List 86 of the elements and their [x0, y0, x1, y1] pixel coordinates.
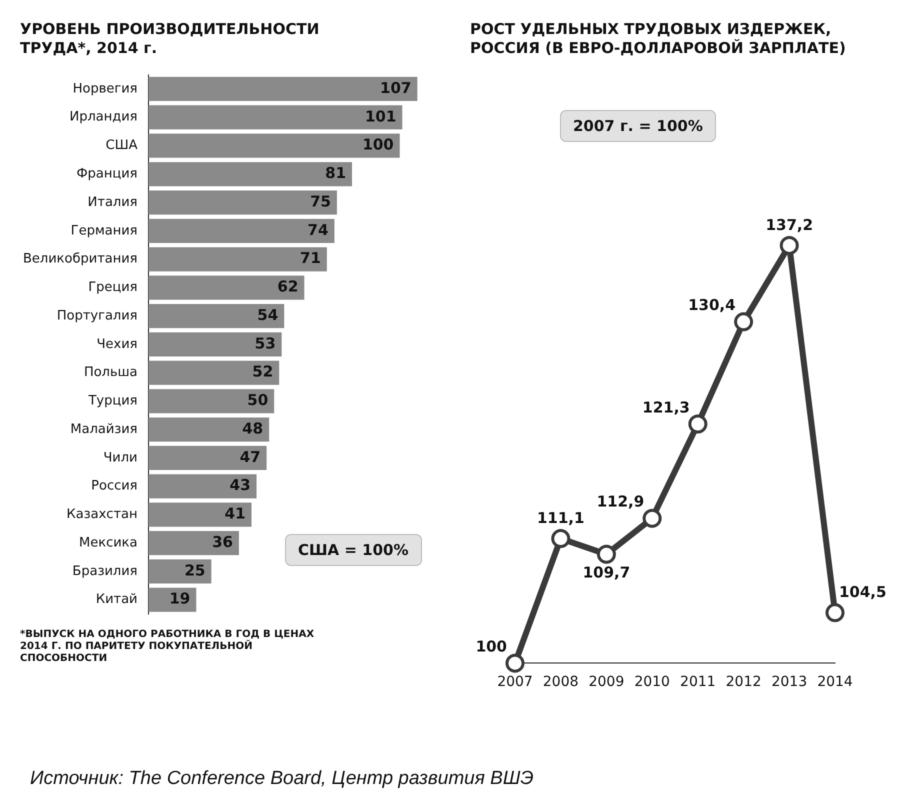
y-tick-label: Бразилия: [72, 564, 138, 579]
data-label: 41: [224, 504, 246, 523]
y-tick-label: Казахстан: [66, 507, 138, 522]
x-tick-label: 2010: [634, 674, 670, 690]
data-label: 130,4: [688, 296, 736, 314]
x-tick-label: 2007: [497, 674, 533, 690]
data-label: 109,7: [582, 564, 630, 582]
data-label: 62: [277, 278, 298, 296]
y-tick-label: Польша: [84, 365, 138, 380]
y-tick-label: Германия: [70, 223, 138, 238]
text: Источник: The Conference Board, Центр развития ВШЭ: [30, 768, 534, 790]
point: [596, 544, 616, 564]
data-label: 54: [257, 306, 278, 324]
y-tick-label: США: [106, 138, 138, 154]
bar: [148, 502, 252, 527]
bar: [148, 530, 239, 556]
y-tick-label: Италия: [88, 194, 138, 210]
y-tick-label: Малайзия: [70, 422, 138, 437]
bar: [148, 76, 418, 102]
point: [734, 312, 754, 332]
x-tick-label: 2009: [588, 674, 624, 690]
y-tick-label: Франция: [76, 166, 138, 182]
bar: [148, 190, 337, 215]
x-tick-label: 2008: [542, 674, 579, 690]
y-tick-label: Китай: [96, 592, 138, 608]
data-label: 74: [308, 220, 328, 239]
data-label: 111,1: [536, 508, 584, 527]
point: [551, 529, 570, 548]
bar: [148, 105, 402, 130]
data-label: 25: [184, 561, 206, 580]
data-label: 121,3: [642, 398, 690, 416]
bar: [148, 276, 304, 300]
bar: [148, 417, 270, 442]
bar: [148, 446, 267, 470]
data-label: 100: [362, 136, 394, 154]
point: [780, 236, 799, 255]
data-label: 43: [230, 476, 251, 494]
y-tick-label: Россия: [91, 478, 138, 494]
bar: [148, 304, 284, 328]
data-label: 71: [300, 249, 321, 268]
bar: [148, 389, 274, 414]
data-label: 101: [364, 107, 396, 126]
data-label: 53: [254, 334, 276, 352]
data-label: 36: [212, 532, 233, 551]
chart-title: УРОВЕНЬ ПРОИЗВОДИТЕЛЬНОСТИ ТРУДА*, 2014 г.: [20, 20, 320, 59]
point: [826, 603, 844, 622]
data-label: 104,5: [839, 583, 886, 602]
y-tick-label: Ирландия: [69, 110, 138, 125]
bar: [148, 247, 327, 272]
data-label: 19: [169, 590, 190, 608]
point: [506, 654, 524, 673]
data-label: 50: [247, 391, 268, 410]
bar: [148, 559, 212, 584]
x-tick-label: 2013: [771, 674, 808, 690]
text: *ВЫПУСК НА ОДНОГО РАБОТНИКА В ГОД В ЦЕНАХ 2014 Г. ПО ПАРИТЕТУ ПОКУПАТЕЛЬНОЙ СПОСОБНОСТИ: [20, 629, 316, 665]
bar: [148, 474, 257, 498]
bar: [148, 332, 282, 356]
y-tick-label: Мексика: [79, 535, 138, 550]
data-label: 81: [325, 164, 346, 182]
data-label: 47: [240, 448, 261, 466]
y-tick-label: Турция: [87, 394, 138, 409]
data-label: 100: [476, 638, 507, 656]
bar: [148, 218, 334, 243]
x-tick-label: 2014: [817, 674, 853, 690]
point: [642, 508, 662, 528]
data-label: 137,2: [766, 216, 814, 234]
chart-title: РОСТ УДЕЛЬНЫХ ТРУДОВЫХ ИЗДЕРЖЕК, РОССИЯ (В ЕВРО-ДОЛЛАРОВОЙ ЗАРПЛАТЕ): [470, 20, 847, 59]
annotation: США = 100%: [285, 534, 422, 566]
x-tick-label: 2011: [680, 674, 716, 690]
y-tick-label: Великобритания: [22, 252, 138, 267]
data-label: 75: [310, 192, 331, 210]
y-tick-label: Португалия: [56, 308, 138, 324]
data-label: 52: [252, 362, 274, 381]
y-tick-label: Греция: [88, 280, 138, 296]
data-label: 112,9: [596, 492, 644, 511]
bar: [148, 134, 400, 158]
data-label: 48: [242, 419, 264, 438]
text: 2007 г. = 100%: [560, 110, 716, 142]
bar: [148, 162, 352, 186]
point: [688, 414, 708, 434]
y-tick-label: Норвегия: [72, 81, 138, 96]
y-tick-label: Чехия: [96, 336, 138, 352]
x-tick-label: 2012: [726, 674, 762, 690]
y-tick-label: Чили: [103, 450, 138, 466]
bar: [148, 360, 280, 385]
data-label: 107: [380, 78, 412, 97]
